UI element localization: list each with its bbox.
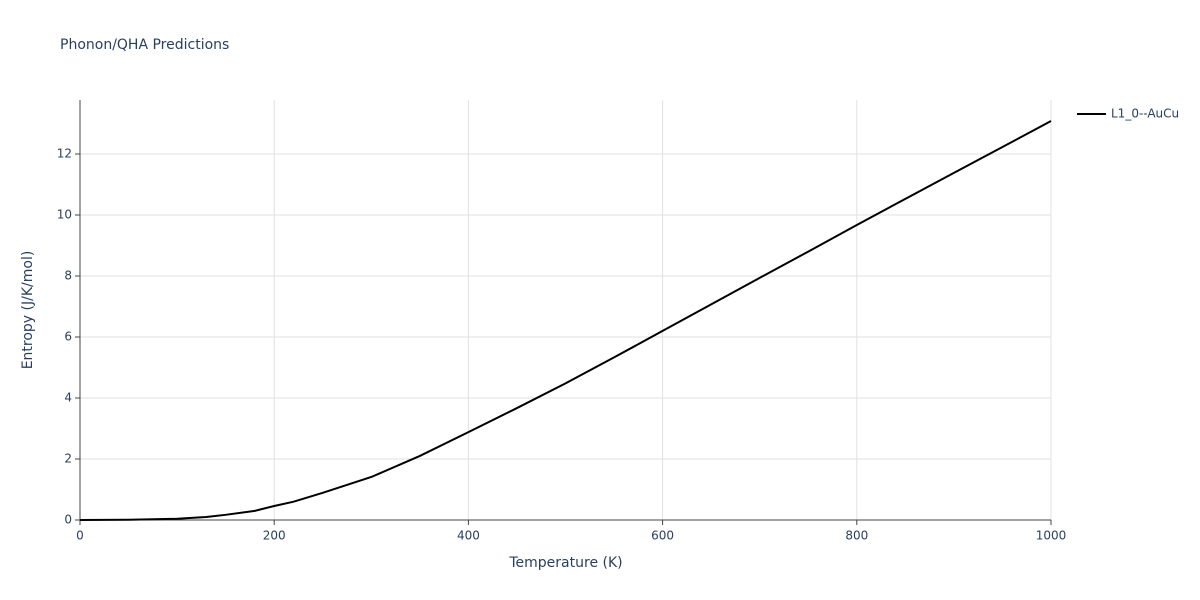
chart-title: Phonon/QHA Predictions bbox=[60, 37, 229, 53]
y-tick-label: 10 bbox=[57, 207, 72, 221]
x-tick-label: 800 bbox=[845, 529, 868, 543]
x-tick-label: 0 bbox=[76, 529, 84, 543]
line-series bbox=[79, 120, 1052, 521]
legend-label: L1_0--AuCu bbox=[1111, 107, 1179, 121]
x-tick-label: 200 bbox=[263, 529, 286, 543]
y-tick-label: 6 bbox=[64, 329, 72, 343]
x-axis-label: Temperature (K) bbox=[508, 555, 622, 571]
x-tick-label: 1000 bbox=[1036, 529, 1067, 543]
y-tick-label: 8 bbox=[64, 268, 72, 282]
x-tick-label: 400 bbox=[457, 529, 480, 543]
y-tick-label: 0 bbox=[64, 513, 72, 527]
y-tick-label: 4 bbox=[64, 390, 72, 404]
y-tick-label: 12 bbox=[57, 146, 72, 160]
y-tick-label: 2 bbox=[64, 451, 72, 465]
x-tick-label: 600 bbox=[651, 529, 674, 543]
y-axis-label: Entropy (J/K/mol) bbox=[20, 251, 36, 370]
